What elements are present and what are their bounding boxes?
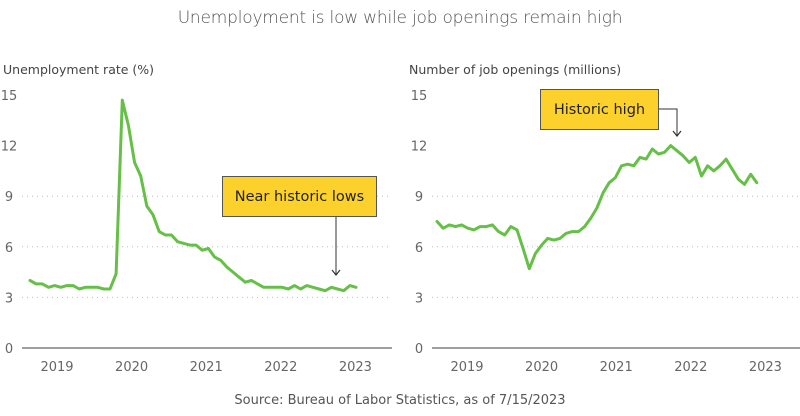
- annotation-historic-high: Historic high: [540, 89, 659, 130]
- y-tick-label: 0: [5, 342, 13, 357]
- x-tick-label: 2020: [115, 360, 148, 375]
- source-note: Source: Bureau of Labor Statistics, as o…: [234, 393, 566, 408]
- annotation-near-historic-lows: Near historic lows: [222, 176, 377, 217]
- y-tick-label: 15: [1, 89, 18, 104]
- x-tick-label: 2021: [600, 360, 633, 375]
- chart-title: Unemployment is low while job openings r…: [177, 8, 623, 28]
- y-tick-label: 6: [5, 241, 13, 256]
- x-tick-label: 2023: [749, 360, 782, 375]
- x-tick-label: 2019: [450, 360, 483, 375]
- series-line: [435, 144, 759, 271]
- right-y-axis-title: Number of job openings (millions): [409, 62, 622, 77]
- left-y-axis-title: Unemployment rate (%): [3, 62, 155, 77]
- arrow-head-icon: [672, 130, 682, 137]
- y-tick-label: 12: [411, 140, 428, 155]
- y-tick-label: 9: [415, 190, 423, 205]
- y-tick-label: 3: [415, 291, 423, 306]
- x-tick-label: 2020: [525, 360, 558, 375]
- x-tick-label: 2021: [190, 360, 223, 375]
- y-tick-label: 6: [415, 241, 423, 256]
- arrow-head-icon: [331, 269, 341, 276]
- y-tick-label: 9: [5, 190, 13, 205]
- x-tick-label: 2022: [674, 360, 707, 375]
- y-tick-label: 0: [415, 342, 423, 357]
- x-tick-label: 2022: [264, 360, 297, 375]
- series-line: [28, 98, 358, 293]
- x-tick-label: 2023: [339, 360, 372, 375]
- arrow-line: [659, 108, 678, 136]
- y-tick-label: 12: [1, 140, 18, 155]
- y-tick-label: 3: [5, 291, 13, 306]
- y-tick-label: 15: [411, 89, 428, 104]
- x-tick-label: 2019: [40, 360, 73, 375]
